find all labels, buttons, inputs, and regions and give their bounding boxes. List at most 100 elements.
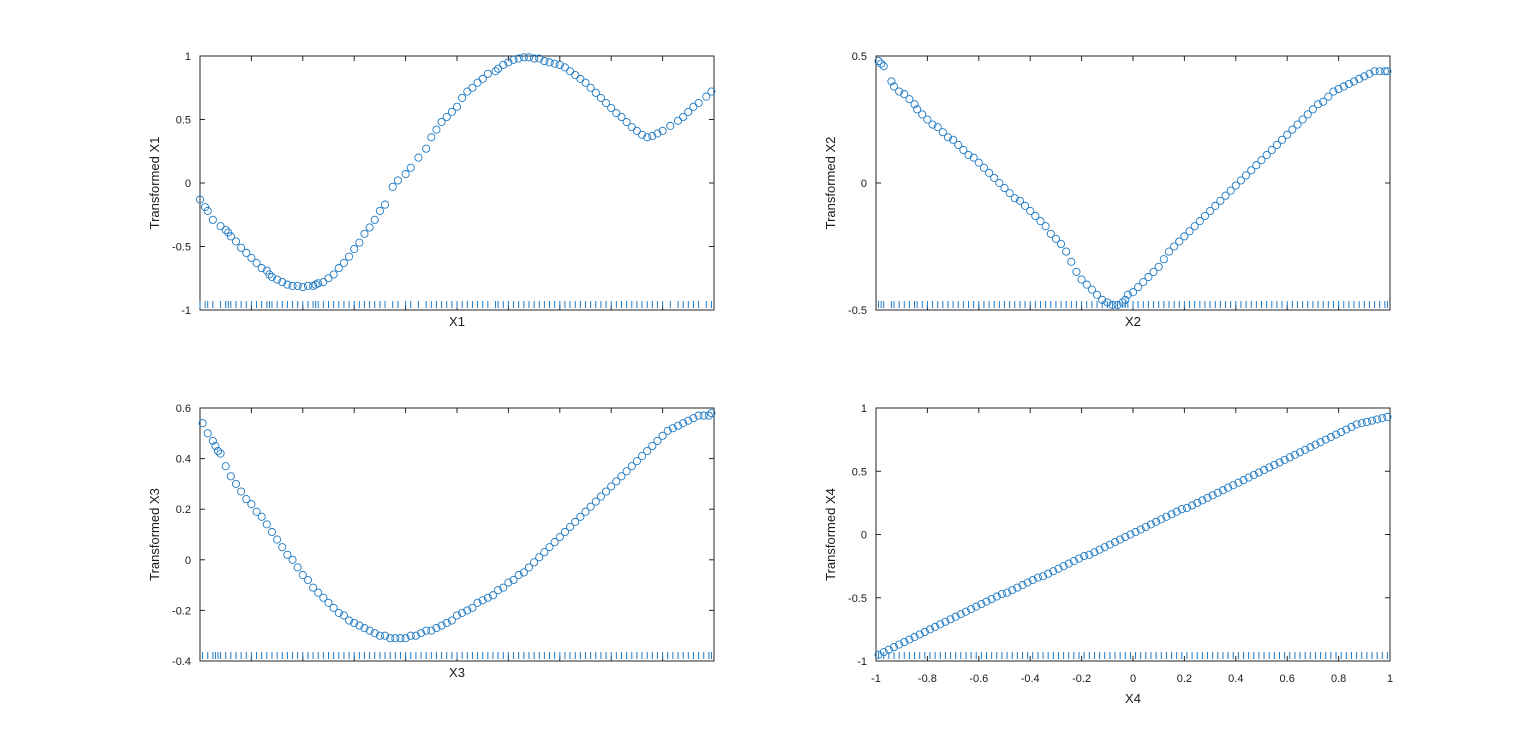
data-point — [1123, 290, 1132, 299]
data-point — [1013, 583, 1022, 592]
data-point — [607, 104, 616, 113]
data-point — [974, 158, 983, 167]
data-point — [702, 92, 711, 101]
data-point — [483, 69, 492, 78]
data-point — [422, 144, 431, 153]
data-point — [627, 462, 636, 471]
data-point — [622, 467, 631, 476]
data-point — [437, 621, 446, 630]
data-point — [684, 107, 693, 116]
data-point — [309, 583, 318, 592]
data-point — [673, 421, 683, 430]
data-point — [1280, 455, 1289, 464]
x-tick-label: 0.6 — [1280, 673, 1295, 685]
data-point — [231, 237, 241, 246]
data-point — [458, 93, 467, 102]
data-point — [643, 446, 652, 456]
data-point — [442, 112, 451, 122]
data-point — [494, 586, 503, 595]
data-point — [874, 57, 883, 66]
data-point — [920, 627, 929, 636]
data-point — [1041, 222, 1050, 231]
rug-plot — [199, 301, 712, 308]
data-point — [1033, 573, 1042, 582]
data-point — [319, 278, 328, 287]
data-point — [524, 563, 534, 572]
data-point — [637, 130, 647, 139]
data-point — [1293, 120, 1302, 129]
x-axis-label: X1 — [449, 314, 465, 329]
data-point — [1308, 105, 1317, 114]
data-point — [1373, 415, 1382, 424]
data-point — [982, 597, 991, 606]
y-tick-label: 0 — [861, 178, 867, 190]
data-point — [1074, 554, 1084, 563]
data-point — [910, 632, 919, 642]
plot-frame — [875, 55, 1391, 311]
data-point — [213, 446, 223, 456]
y-tick-label: 0.5 — [176, 115, 191, 127]
y-tick-label: -0.5 — [172, 242, 191, 254]
data-point — [375, 206, 384, 215]
rug-plot — [878, 301, 1388, 308]
data-point — [1337, 427, 1346, 437]
data-point — [1152, 517, 1161, 526]
data-point — [915, 630, 924, 639]
data-point — [1383, 412, 1392, 421]
data-point — [596, 492, 605, 501]
data-point — [1319, 97, 1328, 106]
data-point — [468, 83, 477, 92]
data-point — [1265, 463, 1274, 472]
data-point — [267, 272, 277, 282]
data-point — [928, 120, 937, 129]
data-point — [969, 153, 978, 162]
data-point — [488, 591, 498, 600]
data-point — [931, 622, 940, 631]
y-tick-label: -1 — [181, 305, 191, 317]
data-point — [566, 67, 575, 76]
data-point — [514, 570, 523, 580]
data-point — [499, 583, 508, 592]
data-point — [1110, 538, 1120, 547]
data-point — [350, 244, 359, 254]
data-point — [1347, 422, 1356, 432]
data-point — [1344, 79, 1353, 88]
data-point — [1170, 242, 1179, 251]
data-point — [319, 593, 328, 602]
data-point — [1303, 110, 1312, 119]
y-tick-label: 0.5 — [852, 466, 867, 478]
data-point — [918, 110, 927, 119]
data-point — [422, 626, 431, 635]
data-point — [1254, 468, 1263, 477]
data-point — [612, 109, 621, 118]
data-point — [977, 600, 986, 609]
data-point — [388, 182, 397, 191]
data-point — [1224, 483, 1233, 492]
data-point — [1352, 420, 1361, 429]
data-point — [887, 77, 896, 86]
data-point — [293, 563, 302, 572]
subplot-4: -1 -0.5 0 0.5 1 -1 -0.8 -0.6 -0.4 -0.2 0 0.2 0.4 0.6 0… — [823, 403, 1393, 706]
data-point — [617, 472, 626, 481]
data-point — [1283, 130, 1292, 139]
data-point — [504, 58, 513, 67]
data-point — [427, 133, 436, 142]
data-point — [1134, 283, 1143, 292]
data-point — [252, 258, 261, 268]
data-point — [1103, 298, 1112, 307]
data-point — [1067, 257, 1076, 266]
data-point — [355, 238, 364, 247]
data-point — [995, 178, 1004, 188]
data-point — [1141, 522, 1150, 531]
x-tick-label: 0 — [1130, 673, 1136, 685]
data-point — [237, 487, 246, 496]
data-point — [1131, 527, 1140, 537]
data-point — [334, 608, 343, 617]
data-point — [406, 631, 415, 640]
data-point — [288, 555, 297, 564]
data-point — [992, 592, 1001, 601]
subplot-3: -0.4 -0.2 0 0.2 0.4 0.6 X3 Transformed X3 — [147, 403, 716, 680]
data-point — [1365, 69, 1374, 78]
data-point — [535, 553, 544, 562]
data-point — [925, 625, 935, 634]
